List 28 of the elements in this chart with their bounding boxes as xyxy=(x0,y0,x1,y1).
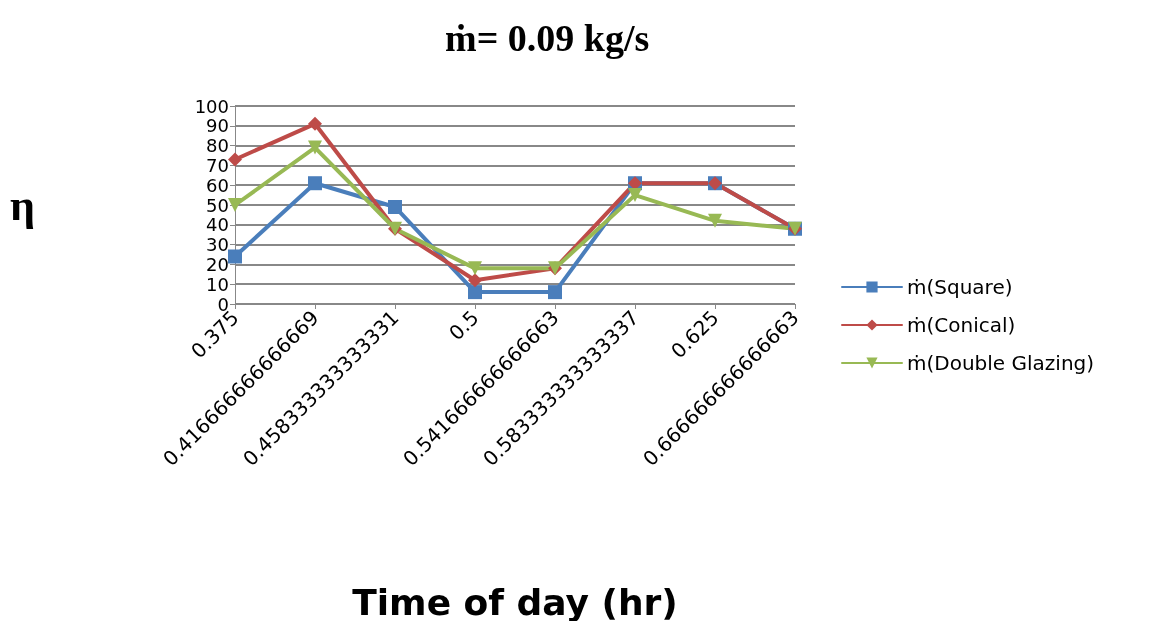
point xyxy=(387,199,402,214)
y-tick-label: 100 xyxy=(194,95,229,117)
point xyxy=(547,285,562,300)
legend-label: ṁ(Conical) xyxy=(907,313,1016,337)
y-axis-title: η xyxy=(9,180,35,230)
point xyxy=(467,261,482,276)
y-tick-label: 70 xyxy=(206,154,229,176)
legend-label: ṁ(Square) xyxy=(907,275,1013,299)
point xyxy=(628,188,642,203)
point xyxy=(227,152,242,167)
y-tick-label: 80 xyxy=(206,135,229,157)
chart-title: ṁ= 0.09 kg/s xyxy=(445,17,650,59)
point xyxy=(467,273,482,288)
y-tick-label: 60 xyxy=(206,174,229,196)
legend-label: ṁ(Double Glazing) xyxy=(907,351,1095,375)
point xyxy=(307,176,322,191)
y-tick-label: 10 xyxy=(206,273,229,295)
point xyxy=(708,213,722,228)
y-tick-label: 20 xyxy=(206,253,229,275)
point xyxy=(307,140,322,155)
point xyxy=(307,116,322,131)
point xyxy=(227,249,242,264)
point xyxy=(467,285,482,300)
y-tick-label: 40 xyxy=(206,214,229,236)
point xyxy=(227,198,242,212)
y-tick-label: 30 xyxy=(206,234,229,256)
y-tick-label: 90 xyxy=(206,115,229,137)
y-tick-label: 50 xyxy=(206,194,229,216)
